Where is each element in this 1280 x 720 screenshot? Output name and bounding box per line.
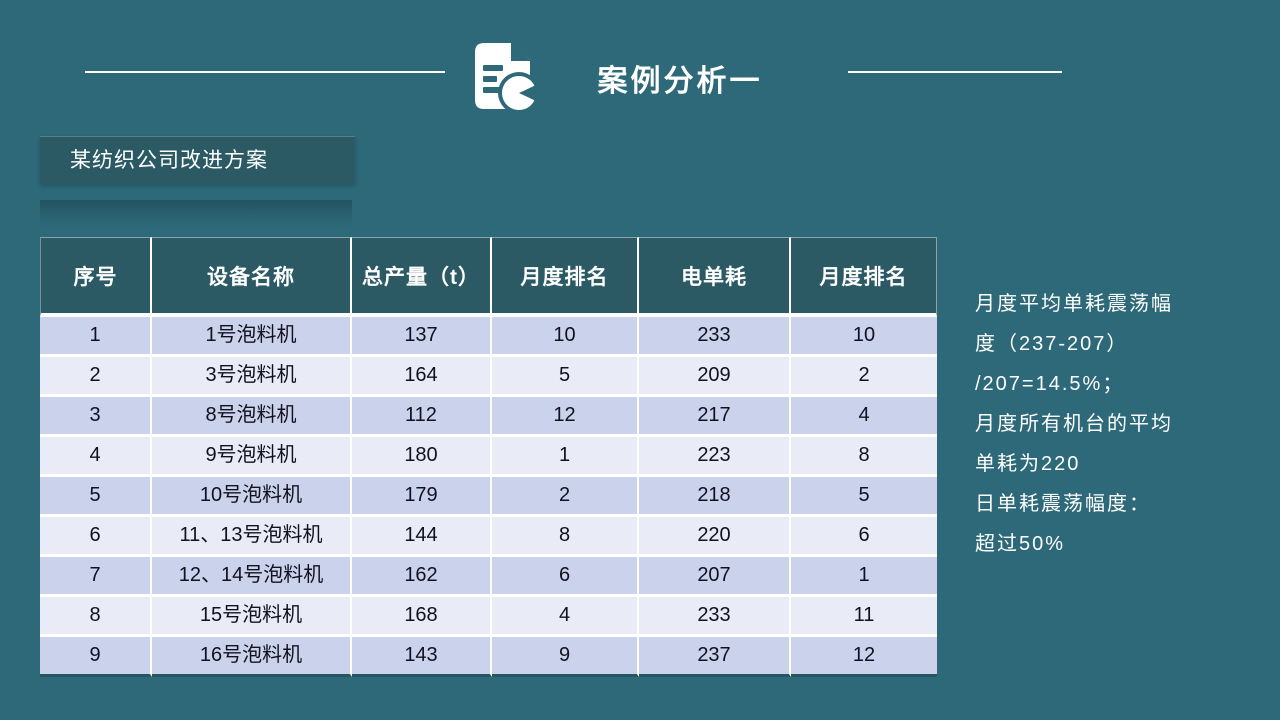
subtitle-box: 某纺织公司改进方案 (40, 136, 355, 184)
table-header-row: 序号 设备名称 总产量（t） 月度排名 电单耗 月度排名 (40, 237, 937, 317)
note-line: 月度平均单耗震荡幅 (975, 293, 1173, 315)
table-cell: 5 (791, 477, 937, 517)
table-cell: 5 (492, 357, 639, 397)
subtitle-label: 某纺织公司改进方案 (70, 149, 268, 172)
table-body: 1 1号泡料机 137 10 233 10 2 3号泡料机 164 5 209 2 3 8号泡料机 112 1… (40, 317, 937, 677)
table-cell: 15号泡料机 (152, 597, 352, 637)
note-line: 月度所有机台的平均 (975, 413, 1173, 435)
table-cell: 218 (639, 477, 791, 517)
table-cell: 233 (639, 317, 791, 357)
table-cell: 8号泡料机 (152, 397, 352, 437)
table-cell: 2 (40, 357, 152, 397)
note-line: 日单耗震荡幅度： (975, 493, 1151, 515)
table-cell: 237 (639, 637, 791, 677)
table-cell: 12 (791, 637, 937, 677)
title-rule-left (85, 71, 445, 73)
table-cell: 1号泡料机 (152, 317, 352, 357)
table-cell: 143 (352, 637, 492, 677)
table-header: 序号 设备名称 总产量（t） 月度排名 电单耗 月度排名 (40, 237, 937, 317)
table-cell: 209 (639, 357, 791, 397)
table-header-cell: 电单耗 (639, 237, 791, 317)
table-cell: 11、13号泡料机 (152, 517, 352, 557)
table-cell: 137 (352, 317, 492, 357)
table-cell: 8 (492, 517, 639, 557)
table-cell: 6 (492, 557, 639, 597)
table-cell: 179 (352, 477, 492, 517)
table-wrap: 序号 设备名称 总产量（t） 月度排名 电单耗 月度排名 1 1号泡料机 137 10 233 10… (40, 237, 937, 677)
note-line: 单耗为220 (975, 453, 1081, 475)
slide-title: 案例分析一 (597, 65, 763, 98)
note-line: /207=14.5%； (975, 373, 1125, 395)
title-rule-right (848, 71, 1062, 73)
table-cell: 2 (791, 357, 937, 397)
table-header-cell: 月度排名 (492, 237, 639, 317)
table-cell: 162 (352, 557, 492, 597)
document-chart-icon (475, 41, 540, 114)
subtitle-reflection (40, 200, 352, 228)
table-cell: 9号泡料机 (152, 437, 352, 477)
table-row: 3 8号泡料机 112 12 217 4 (40, 397, 937, 437)
table-row: 5 10号泡料机 179 2 218 5 (40, 477, 937, 517)
table-cell: 4 (40, 437, 152, 477)
note-line: 超过50% (975, 533, 1066, 555)
table-cell: 10 (492, 317, 639, 357)
table-cell: 223 (639, 437, 791, 477)
note-line: 度（237-207） (975, 333, 1129, 355)
table-row: 6 11、13号泡料机 144 8 220 6 (40, 517, 937, 557)
table-row: 9 16号泡料机 143 9 237 12 (40, 637, 937, 677)
table-cell: 5 (40, 477, 152, 517)
table-cell: 217 (639, 397, 791, 437)
table-cell: 10号泡料机 (152, 477, 352, 517)
table-cell: 12、14号泡料机 (152, 557, 352, 597)
table-cell: 112 (352, 397, 492, 437)
table-cell: 180 (352, 437, 492, 477)
table-cell: 3号泡料机 (152, 357, 352, 397)
table-cell: 164 (352, 357, 492, 397)
table-row: 2 3号泡料机 164 5 209 2 (40, 357, 937, 397)
table-row: 1 1号泡料机 137 10 233 10 (40, 317, 937, 357)
table-cell: 1 (40, 317, 152, 357)
table-cell: 220 (639, 517, 791, 557)
table-row: 8 15号泡料机 168 4 233 11 (40, 597, 937, 637)
table-cell: 233 (639, 597, 791, 637)
table-cell: 207 (639, 557, 791, 597)
table-cell: 1 (791, 557, 937, 597)
table-cell: 3 (40, 397, 152, 437)
table-header-cell: 设备名称 (152, 237, 352, 317)
table-cell: 4 (492, 597, 639, 637)
table-row: 4 9号泡料机 180 1 223 8 (40, 437, 937, 477)
table-cell: 8 (40, 597, 152, 637)
table-cell: 2 (492, 477, 639, 517)
table-cell: 10 (791, 317, 937, 357)
table-cell: 16号泡料机 (152, 637, 352, 677)
notes-text: 月度平均单耗震荡幅 度（237-207） /207=14.5%； 月度所有机台的平均单… (975, 284, 1245, 564)
table-cell: 6 (40, 517, 152, 557)
table-cell: 7 (40, 557, 152, 597)
table-cell: 4 (791, 397, 937, 437)
table-header-cell: 总产量（t） (352, 237, 492, 317)
table-header-cell: 月度排名 (791, 237, 937, 317)
table-cell: 168 (352, 597, 492, 637)
table-cell: 144 (352, 517, 492, 557)
table-cell: 11 (791, 597, 937, 637)
table-row: 7 12、14号泡料机 162 6 207 1 (40, 557, 937, 597)
table-cell: 12 (492, 397, 639, 437)
table-cell: 9 (492, 637, 639, 677)
data-table: 序号 设备名称 总产量（t） 月度排名 电单耗 月度排名 1 1号泡料机 137 10 233 10… (40, 237, 937, 677)
table-cell: 9 (40, 637, 152, 677)
table-cell: 1 (492, 437, 639, 477)
table-cell: 6 (791, 517, 937, 557)
table-header-cell: 序号 (40, 237, 152, 317)
table-cell: 8 (791, 437, 937, 477)
